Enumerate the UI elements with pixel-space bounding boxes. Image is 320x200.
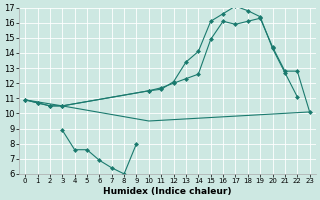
X-axis label: Humidex (Indice chaleur): Humidex (Indice chaleur): [103, 187, 232, 196]
